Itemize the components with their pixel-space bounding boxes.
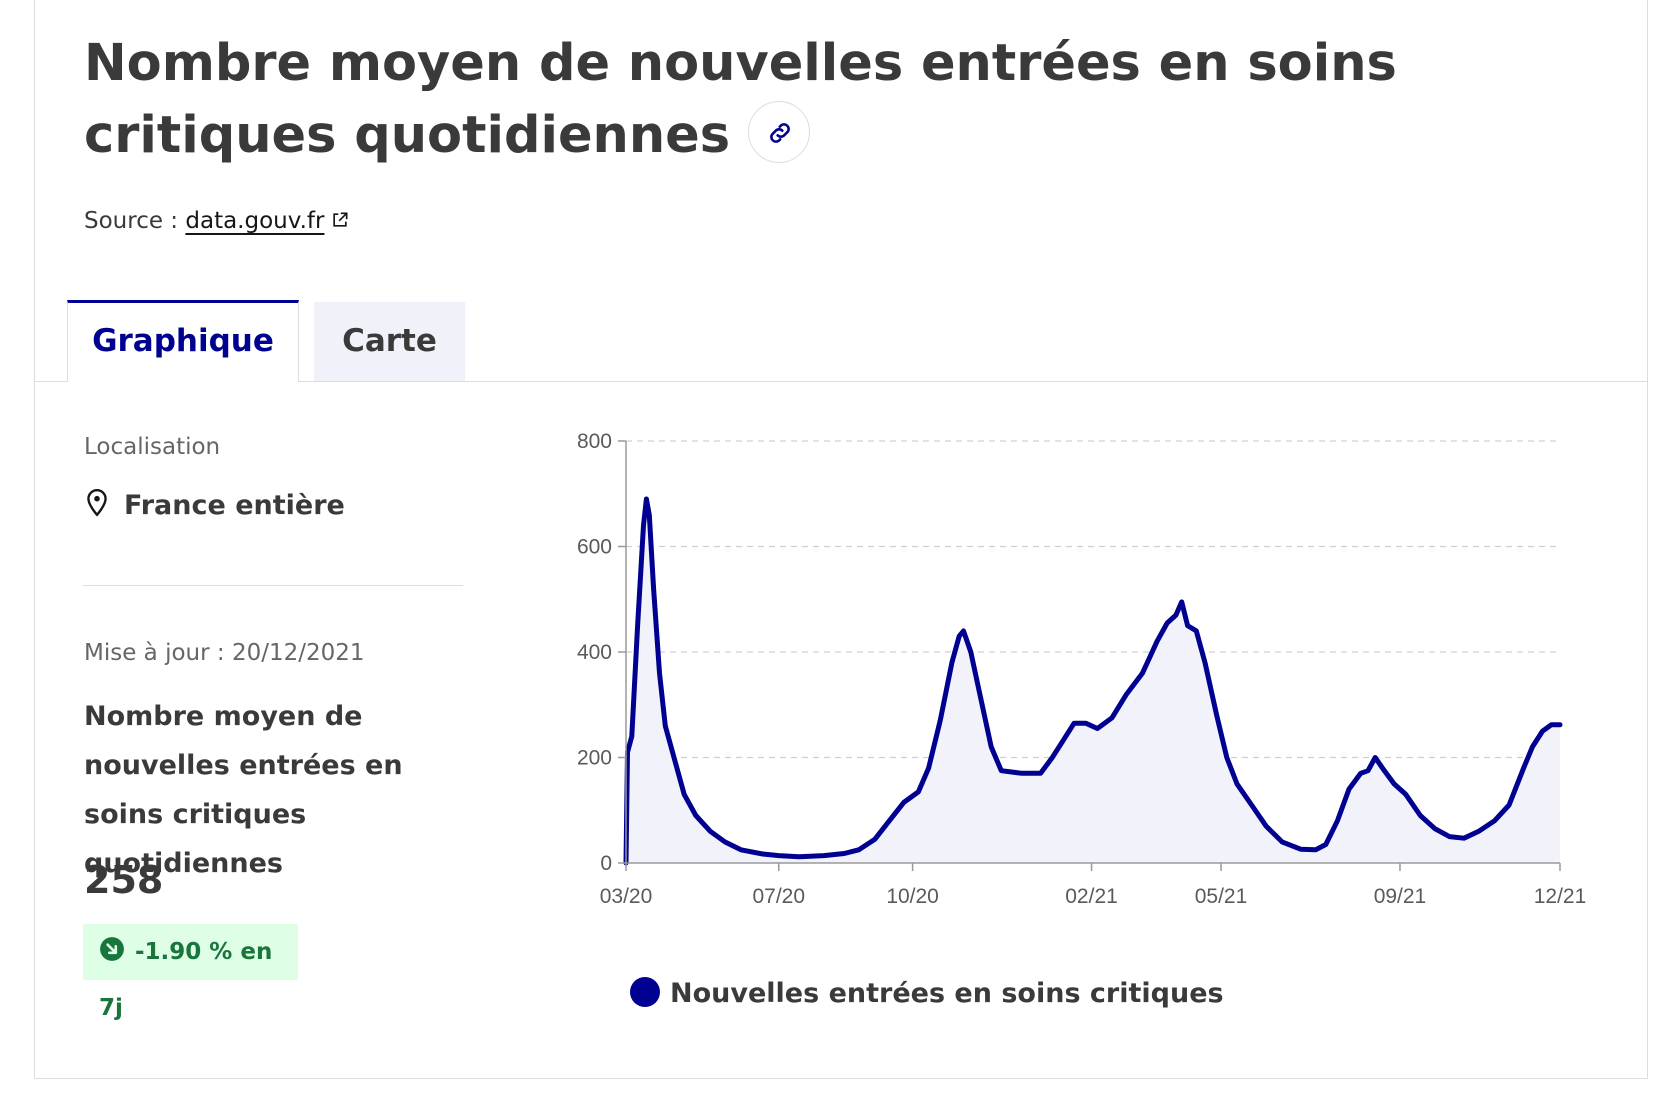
location-value: France entière (84, 488, 345, 522)
indicator-value: 258 (84, 858, 164, 902)
location-value-text: France entière (124, 490, 345, 521)
source-prefix: Source : (84, 208, 186, 234)
location-label: Localisation (84, 434, 221, 460)
tab-graphique[interactable]: Graphique (67, 300, 299, 382)
series-line (623, 496, 1563, 866)
x-tick-label: 12/21 (1534, 885, 1587, 908)
y-tick-label: 600 (577, 536, 612, 559)
tabs-divider (34, 381, 1648, 382)
indicator-title: Nombre moyen de nouvelles entrées en soi… (84, 701, 403, 879)
arrow-down-right-circle-icon (100, 936, 124, 961)
grid-lines (626, 440, 1560, 759)
series-area (626, 499, 1560, 863)
card-bottom-divider (34, 1078, 1648, 1079)
x-tick-label: 05/21 (1195, 885, 1248, 908)
y-tick-label: 200 (577, 747, 612, 770)
y-ticks: 0 200 400 600 800 (577, 430, 626, 875)
tab-carte[interactable]: Carte (314, 302, 465, 381)
legend-label: Nouvelles entrées en soins critiques (670, 978, 1224, 1009)
source-link[interactable]: data.gouv.fr (185, 208, 350, 234)
indicator-card (34, 0, 1648, 1078)
x-tick-label: 10/20 (886, 885, 939, 908)
x-tick-label: 03/20 (600, 885, 653, 908)
x-tick-label: 09/21 (1374, 885, 1427, 908)
sidebar-divider (83, 585, 463, 586)
trend-badge: -1.90 % en 7j (83, 924, 298, 1021)
y-tick-label: 800 (577, 430, 612, 453)
legend-swatch (630, 976, 660, 1007)
page-title: Nombre moyen de nouvelles entrées en soi… (84, 28, 1624, 172)
x-tick-label: 02/21 (1065, 885, 1118, 908)
map-pin-icon (87, 488, 107, 517)
copy-link-button[interactable] (748, 101, 811, 163)
x-ticks: 03/20 07/20 10/20 02/21 05/21 09/21 12/21 (600, 863, 1587, 908)
source-link-text[interactable]: data.gouv.fr (185, 208, 325, 234)
page-title-text: Nombre moyen de nouvelles entrées en soi… (84, 34, 1397, 165)
external-link-icon (333, 212, 348, 227)
y-tick-label: 0 (600, 852, 612, 875)
link-icon (770, 123, 790, 143)
source-line: Source : data.gouv.fr (84, 208, 350, 234)
update-date: Mise à jour : 20/12/2021 (84, 640, 365, 666)
chart-legend[interactable]: Nouvelles entrées en soins critiques (630, 976, 1224, 1010)
y-tick-label: 400 (577, 641, 612, 664)
x-tick-label: 07/20 (752, 885, 805, 908)
trend-text: -1.90 % en 7j (99, 939, 273, 1021)
